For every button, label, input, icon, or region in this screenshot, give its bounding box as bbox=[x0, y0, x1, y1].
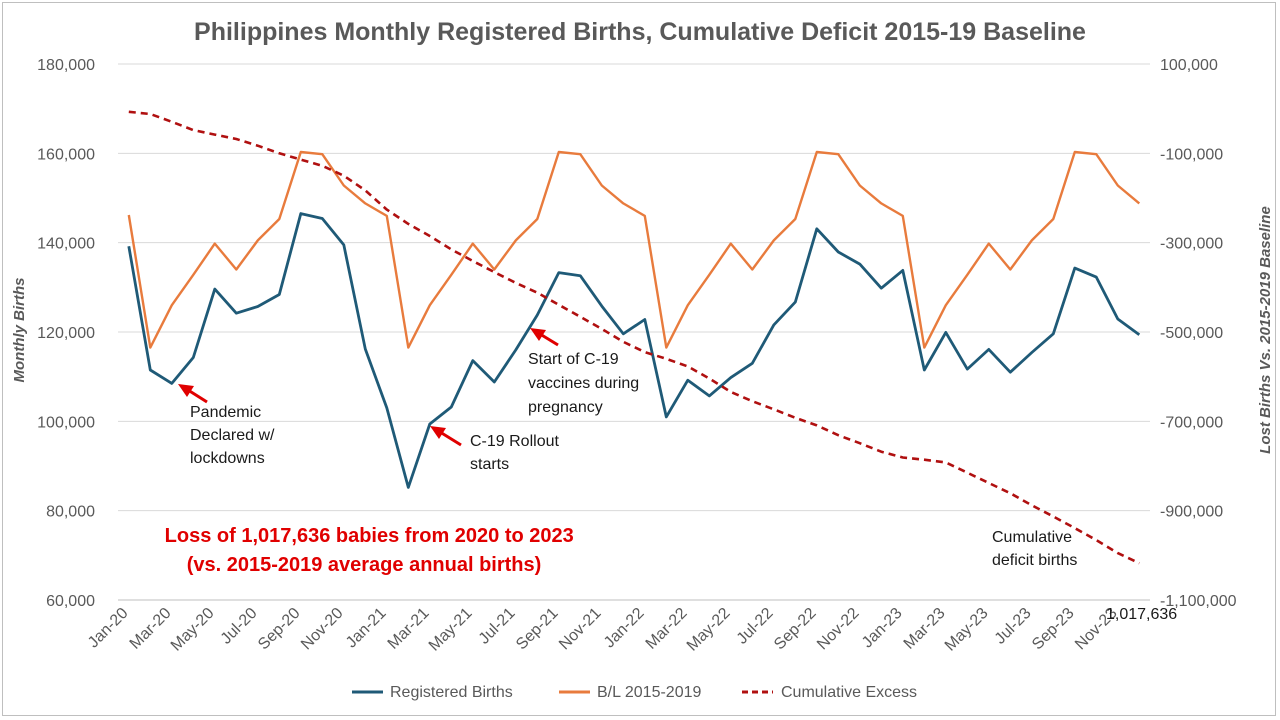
x-tick-label: Nov-22 bbox=[814, 605, 863, 654]
annotation-rollout: C-19 Rollout starts bbox=[470, 433, 563, 473]
end-label-line: deficit births bbox=[992, 552, 1077, 569]
arrow-pandemic-shaft bbox=[187, 388, 208, 404]
y-tick-label-left: 120,000 bbox=[37, 325, 95, 342]
loss-callout-line: Loss of 1,017,636 babies from 2020 to 20… bbox=[165, 525, 574, 547]
annotation-vaccines-line: pregnancy bbox=[528, 399, 603, 416]
annotation-rollout-line: starts bbox=[470, 456, 509, 473]
y-tick-label-left: 100,000 bbox=[37, 414, 95, 431]
x-tick-label: May-20 bbox=[168, 605, 218, 655]
annotation-rollout-line: C-19 Rollout bbox=[470, 433, 559, 450]
y-tick-label-left: 160,000 bbox=[37, 146, 95, 163]
x-tick-label: Sep-23 bbox=[1029, 605, 1078, 654]
annotation-vaccines: Start of C-19 vaccines during pregnancy bbox=[528, 351, 644, 416]
legend: Registered Births B/L 2015-2019 Cumulati… bbox=[352, 684, 917, 701]
annotation-pandemic-line: lockdowns bbox=[190, 450, 265, 467]
y-tick-label-right: -300,000 bbox=[1160, 236, 1223, 253]
end-label-line: Cumulative bbox=[992, 529, 1072, 546]
legend-label-cumulative: Cumulative Excess bbox=[781, 684, 917, 701]
arrow-vaccines-head bbox=[530, 328, 546, 341]
x-tick-label: Mar-21 bbox=[385, 605, 433, 653]
series-line-registered-births bbox=[127, 212, 1141, 489]
annotation-pandemic-line: Declared w/ bbox=[190, 427, 275, 444]
x-tick-label: Nov-20 bbox=[298, 605, 347, 654]
gridlines bbox=[118, 63, 1150, 601]
x-tick-label: Jan-23 bbox=[859, 605, 906, 652]
x-tick-label: Sep-22 bbox=[771, 605, 820, 654]
y-axis-left-title: Monthly Births bbox=[11, 278, 28, 383]
y-tick-label-right: -1,100,000 bbox=[1160, 593, 1237, 610]
y-axis-right-ticks: -1,100,000 -900,000 -700,000 -500,000 -300,0… bbox=[1160, 57, 1237, 610]
end-label: Cumulative deficit births bbox=[992, 529, 1077, 569]
series-line-cumulative-excess bbox=[128, 110, 1140, 565]
annotation-vaccines-line: Start of C-19 bbox=[528, 351, 619, 368]
x-tick-label: Jan-20 bbox=[85, 605, 132, 652]
loss-callout: Loss of 1,017,636 babies from 2020 to 20… bbox=[165, 525, 580, 576]
x-tick-label: Sep-20 bbox=[255, 605, 304, 654]
y-tick-label-left: 180,000 bbox=[37, 57, 95, 74]
y-tick-label-left: 80,000 bbox=[46, 504, 95, 521]
arrow-pandemic-head bbox=[178, 384, 194, 397]
annotation-vaccines-line: vaccines during bbox=[528, 375, 639, 392]
legend-label-registered: Registered Births bbox=[390, 684, 513, 701]
y-tick-label-left: 140,000 bbox=[37, 236, 95, 253]
series-line-baseline bbox=[127, 150, 1141, 349]
x-tick-label: Sep-21 bbox=[513, 605, 562, 654]
legend-label-baseline: B/L 2015-2019 bbox=[597, 684, 701, 701]
series-lines bbox=[127, 110, 1141, 565]
y-tick-label-left: 60,000 bbox=[46, 593, 95, 610]
y-axis-right-title: Lost Births Vs. 2015-2019 Baseline bbox=[1257, 206, 1274, 454]
x-tick-label: Jan-22 bbox=[601, 605, 648, 652]
annotation-pandemic: Pandemic Declared w/ lockdowns bbox=[190, 404, 279, 467]
x-tick-label: Mar-20 bbox=[127, 605, 175, 653]
annotation-pandemic-line: Pandemic bbox=[190, 404, 261, 421]
arrow-rollout-head bbox=[430, 426, 446, 439]
annotation-arrows bbox=[178, 328, 559, 447]
y-axis-left-ticks: 60,000 80,000 100,000 120,000 140,000 160,000… bbox=[37, 57, 95, 610]
x-tick-label: Mar-22 bbox=[643, 605, 691, 653]
arrow-rollout-shaft bbox=[439, 430, 462, 447]
y-tick-label-right: 100,000 bbox=[1160, 57, 1218, 74]
chart-title: Philippines Monthly Registered Births, C… bbox=[194, 18, 1086, 46]
arrow-vaccines-shaft bbox=[539, 332, 559, 347]
y-tick-label-right: -500,000 bbox=[1160, 325, 1223, 342]
y-tick-label-right: -900,000 bbox=[1160, 504, 1223, 521]
x-tick-label: Nov-21 bbox=[556, 605, 605, 654]
x-tick-label: May-21 bbox=[426, 605, 476, 655]
x-tick-label: Jan-21 bbox=[343, 605, 390, 652]
loss-callout-line: (vs. 2015-2019 average annual births) bbox=[187, 554, 542, 576]
end-value-label: 1,017,636 bbox=[1106, 606, 1177, 623]
x-tick-label: Mar-23 bbox=[901, 605, 949, 653]
x-tick-label: May-22 bbox=[684, 605, 734, 655]
y-tick-label-right: -700,000 bbox=[1160, 414, 1223, 431]
x-tick-label: May-23 bbox=[942, 605, 992, 655]
y-tick-label-right: -100,000 bbox=[1160, 146, 1223, 163]
